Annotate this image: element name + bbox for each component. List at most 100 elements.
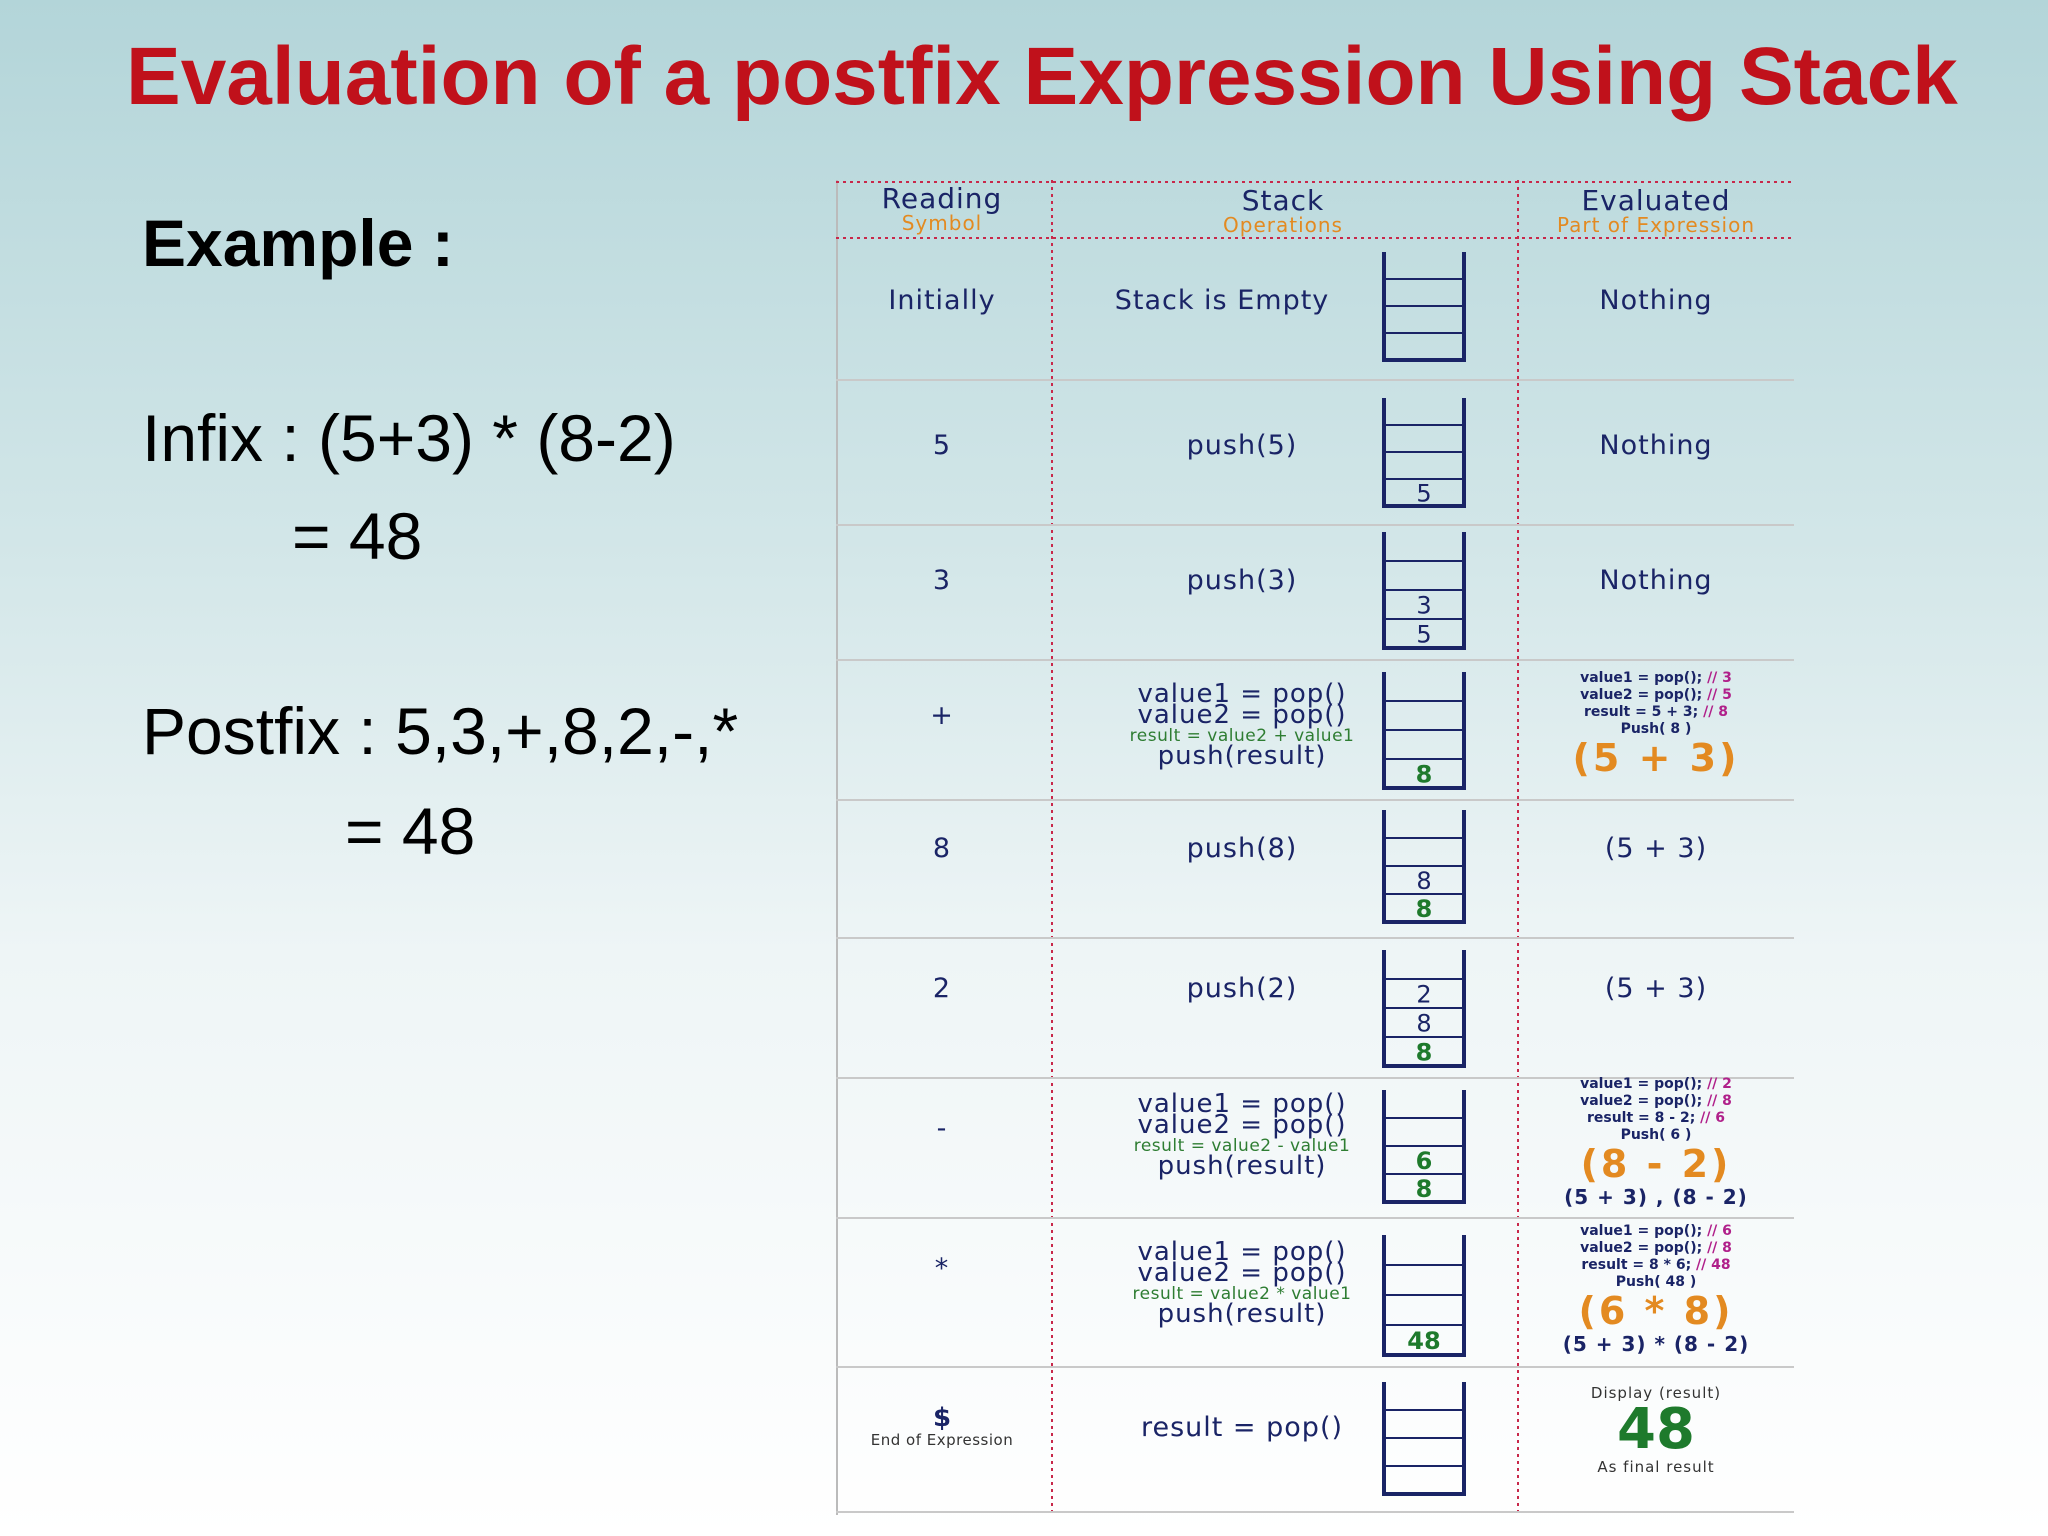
- code-comment: // 6: [1707, 1222, 1732, 1239]
- row-operation: value1 = pop() value2 = pop() result = v…: [1052, 1228, 1432, 1338]
- row-symbol: 5: [836, 385, 1048, 505]
- op-result-line: result = value2 - value1: [1133, 1135, 1351, 1156]
- operation-text: result = pop(): [1140, 1411, 1344, 1443]
- symbol-text: 5: [932, 429, 952, 461]
- op-line: value1 = pop(): [1137, 1236, 1347, 1267]
- row-evaluation: Nothing: [1518, 240, 1794, 360]
- op-line: push(result): [1157, 740, 1327, 771]
- op-line: value2 = pop(): [1137, 699, 1347, 730]
- stack-item: 8: [1416, 895, 1433, 923]
- evaluation-text: (5 + 3): [1604, 832, 1708, 864]
- stack-item: 5: [1416, 621, 1431, 649]
- row-evaluation: Display (result) 48 As final result: [1518, 1370, 1794, 1490]
- op-line: value2 = pop(): [1137, 1257, 1347, 1288]
- symbol-text: Initially: [888, 284, 996, 316]
- stack-item: 8: [1416, 761, 1433, 789]
- row-symbol: +: [836, 655, 1048, 775]
- infix-expression: Infix : (5+3) * (8-2): [142, 401, 676, 475]
- row-evaluation: Nothing: [1518, 385, 1794, 505]
- row-operation: push(2): [1052, 928, 1432, 1048]
- eval-code-line: Push( 48 ): [1615, 1273, 1697, 1290]
- stack-item: 2: [1416, 981, 1431, 1009]
- stack-item: 8: [1416, 1010, 1431, 1038]
- row-operation: push(3): [1052, 520, 1432, 640]
- symbol-text: 3: [932, 564, 952, 596]
- symbol-text: 2: [932, 972, 952, 1004]
- row-operation: value1 = pop() value2 = pop() result = v…: [1052, 670, 1432, 780]
- row-evaluation: Nothing: [1518, 520, 1794, 640]
- row-operation: Stack is Empty: [1058, 240, 1386, 360]
- symbol-text: $: [932, 1403, 952, 1433]
- row-evaluation: value1 = pop(); // 2 value2 = pop(); // …: [1518, 1076, 1794, 1210]
- eval-code-line: Push( 6 ): [1620, 1126, 1692, 1143]
- symbol-text: *: [934, 1252, 950, 1284]
- evaluation-table: 5 5 3 8 8 8 8 8 2 8 6 48 Reading Symbol Stack Opera…: [836, 180, 1794, 1515]
- header-sub: Part of Expression: [1556, 213, 1756, 237]
- operation-text: push(3): [1186, 564, 1298, 596]
- eval-code-line: result = 5 + 3; // 8: [1584, 704, 1728, 721]
- row-evaluation: value1 = pop(); // 3 value2 = pop(); // …: [1518, 670, 1794, 780]
- op-result-line: result = value2 + value1: [1129, 725, 1355, 746]
- code-comment: // 8: [1707, 1239, 1732, 1256]
- row-operation: result = pop(): [1052, 1367, 1432, 1487]
- row-symbol: Initially: [836, 240, 1048, 360]
- display-label: Display (result): [1590, 1384, 1722, 1402]
- row-symbol: 8: [836, 788, 1048, 908]
- row-symbol: 3: [836, 520, 1048, 640]
- op-line: push(result): [1157, 1150, 1327, 1181]
- op-result-line: result = value2 * value1: [1132, 1283, 1352, 1304]
- header-sub: Symbol: [901, 211, 983, 235]
- eval-highlight: (5 + 3): [1572, 736, 1740, 781]
- symbol-text: +: [930, 699, 954, 731]
- code-comment: // 6: [1700, 1109, 1726, 1126]
- eval-code-line: value1 = pop(); // 3: [1580, 670, 1732, 687]
- stack-item: 8: [1416, 867, 1431, 895]
- final-result: 48: [1617, 1397, 1695, 1462]
- row-evaluation: (5 + 3): [1518, 788, 1794, 908]
- row-operation: push(8): [1052, 788, 1432, 908]
- code-comment: // 5: [1707, 687, 1732, 704]
- stack-item: 3: [1416, 592, 1431, 620]
- postfix-result: = 48: [345, 794, 476, 868]
- eval-combined: (5 + 3) * (8 - 2): [1562, 1332, 1750, 1357]
- op-line: value1 = pop(): [1137, 678, 1347, 709]
- final-result-caption: As final result: [1597, 1458, 1715, 1476]
- row-operation: push(5): [1052, 385, 1432, 505]
- stack-item: 5: [1416, 480, 1431, 508]
- header-main: Evaluated: [1581, 184, 1731, 217]
- eval-code-line: result = 8 - 2; // 6: [1586, 1109, 1726, 1126]
- eval-code-line: value2 = pop(); // 8: [1580, 1092, 1732, 1109]
- header-stack-operations: Stack Operations: [1052, 187, 1514, 236]
- symbol-text: 8: [932, 832, 952, 864]
- header-evaluated-part: Evaluated Part of Expression: [1518, 184, 1794, 237]
- operation-text: push(5): [1186, 429, 1298, 461]
- postfix-expression: Postfix : 5,3,+,8,2,-,*: [142, 694, 739, 768]
- eval-highlight: (6 * 8): [1578, 1288, 1734, 1333]
- row-symbol: *: [836, 1208, 1048, 1328]
- code-comment: // 3: [1707, 670, 1732, 687]
- infix-result: = 48: [292, 499, 423, 573]
- example-heading: Example :: [142, 206, 454, 280]
- eval-code-line: value2 = pop(); // 5: [1580, 687, 1732, 704]
- op-line: push(result): [1157, 1298, 1327, 1329]
- eval-highlight: (8 - 2): [1580, 1141, 1732, 1186]
- eval-code-line: value1 = pop(); // 2: [1580, 1075, 1732, 1092]
- operation-text: Stack is Empty: [1114, 284, 1330, 316]
- operation-text: push(8): [1186, 832, 1298, 864]
- code-comment: // 8: [1703, 704, 1728, 721]
- row-symbol: -: [836, 1068, 1048, 1188]
- code-comment: // 48: [1696, 1256, 1731, 1273]
- evaluation-text: Nothing: [1599, 284, 1713, 316]
- eval-code-line: value2 = pop(); // 8: [1580, 1239, 1732, 1256]
- row-symbol: 2: [836, 928, 1048, 1048]
- evaluation-text: Nothing: [1599, 564, 1713, 596]
- row-operation: value1 = pop() value2 = pop() result = v…: [1052, 1080, 1432, 1190]
- eval-code-line: Push( 8 ): [1620, 721, 1692, 738]
- row-evaluation: value1 = pop(); // 6 value2 = pop(); // …: [1518, 1223, 1794, 1357]
- op-line: value2 = pop(): [1137, 1109, 1347, 1140]
- evaluation-text: (5 + 3): [1604, 972, 1708, 1004]
- header-main: Reading: [881, 182, 1003, 215]
- eval-combined: (5 + 3) , (8 - 2): [1564, 1185, 1748, 1210]
- evaluation-text: Nothing: [1599, 429, 1713, 461]
